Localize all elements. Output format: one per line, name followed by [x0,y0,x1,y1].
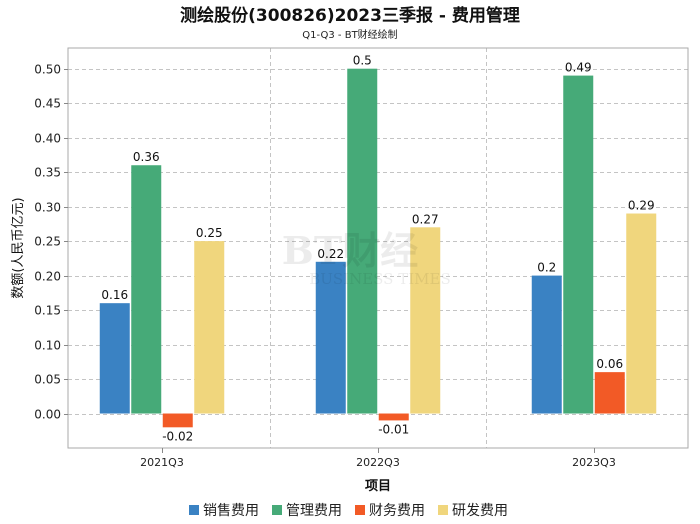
legend-item-finance-expense: 财务费用 [355,503,425,519]
watermark-tagline: BUSINESS TIMES [309,270,451,288]
sales-expense-data-label-2021q3: 0.16 [101,288,128,302]
sales-expense-bar-2023q3 [531,275,562,414]
rd-expense-data-label-2022q3: 0.27 [412,212,439,226]
y-tick-label-0-15: 0.15 [34,304,61,318]
rd-expense-bar-2023q3 [626,213,657,414]
legend-swatch-rd-expense [438,505,448,515]
legend-item-admin-expense: 管理费用 [272,503,342,519]
legend-label-admin-expense: 管理费用 [286,503,342,519]
x-tick-label-2023q3: 2023Q3 [572,456,616,469]
rd-expense-data-label-2021q3: 0.25 [196,226,223,240]
plot-area: 0.16 0.22 0.2 0.36 0.5 0.49 -0.02 -0.01 0.06 0.25… [34,47,689,469]
rd-expense-bar-2021q3 [194,241,225,414]
legend-swatch-sales-expense [189,505,199,515]
chart-subtitle: Q1-Q3 - BT财经绘制 [302,28,397,41]
y-tick-label-0-30: 0.30 [34,201,61,215]
finance-expense-data-label-2022q3: -0.01 [378,422,409,436]
legend-label-finance-expense: 财务费用 [369,503,425,519]
x-axis-label: 项目 [365,479,391,494]
y-tick-label-0-35: 0.35 [34,166,61,180]
gridlines [68,48,688,448]
bars [99,68,657,428]
legend-item-rd-expense: 研发费用 [438,503,508,519]
admin-expense-bar-2022q3 [347,68,378,414]
x-tick-label-2021q3: 2021Q3 [140,456,184,469]
y-tick-label-0-00: 0.00 [34,408,61,422]
admin-expense-data-label-2023q3: 0.49 [565,61,592,75]
sales-expense-data-label-2022q3: 0.22 [317,247,344,261]
admin-expense-bar-2023q3 [563,75,594,414]
finance-expense-bar-2021q3 [162,413,193,428]
legend-swatch-finance-expense [355,505,365,515]
admin-expense-data-label-2022q3: 0.5 [353,54,372,68]
finance-expense-bar-2023q3 [594,372,625,414]
admin-expense-data-label-2021q3: 0.36 [133,150,160,164]
chart-title: 测绘股份(300826)2023三季报 - 费用管理 [180,5,520,26]
y-tick-label-0-40: 0.40 [34,132,61,146]
legend-label-rd-expense: 研发费用 [452,503,508,519]
legend-swatch-admin-expense [272,505,282,515]
finance-expense-data-label-2023q3: 0.06 [596,357,623,371]
x-tick-label-2022q3: 2022Q3 [356,456,400,469]
watermark: BT财经 BUSINESS TIMES [282,228,451,288]
finance-expense-data-label-2021q3: -0.02 [162,429,193,443]
sales-expense-bar-2022q3 [315,261,346,414]
legend: 销售费用 管理费用 财务费用 研发费用 [189,503,508,519]
sales-expense-bar-2021q3 [99,303,130,414]
rd-expense-bar-2022q3 [410,227,441,414]
y-tick-label-0-45: 0.45 [34,97,61,111]
data-labels: 0.16 0.22 0.2 0.36 0.5 0.49 -0.02 -0.01 0.06 0.25… [101,54,654,444]
y-axis-label: 数额(人民币亿元) [11,197,26,298]
admin-expense-bar-2021q3 [131,165,162,414]
y-tick-label-0-50: 0.50 [34,63,61,77]
y-axis: 0.00 0.05 0.10 0.15 0.20 0.25 0.30 0.35 0.40 0.45… [34,63,68,422]
watermark-brand: BT财经 [282,228,418,273]
legend-label-sales-expense: 销售费用 [203,503,259,519]
y-tick-label-0-25: 0.25 [34,235,61,249]
y-tick-label-0-05: 0.05 [34,373,61,387]
y-tick-label-0-20: 0.20 [34,270,61,284]
rd-expense-data-label-2023q3: 0.29 [628,199,655,213]
legend-item-sales-expense: 销售费用 [189,503,259,519]
finance-expense-bar-2022q3 [378,413,409,421]
y-tick-label-0-10: 0.10 [34,339,61,353]
sales-expense-data-label-2023q3: 0.2 [537,261,556,275]
x-axis: 2021Q3 2022Q3 2023Q3 [140,448,616,469]
